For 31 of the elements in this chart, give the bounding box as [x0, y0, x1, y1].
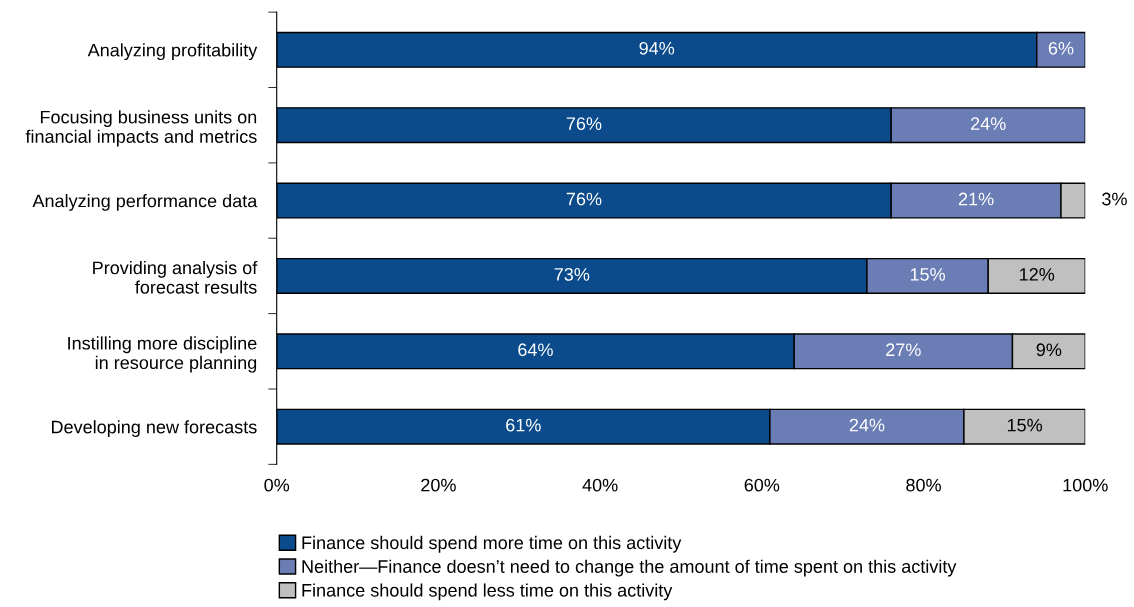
data-label: 76% [566, 117, 602, 131]
data-label: 76% [566, 192, 602, 206]
data-label: 3% [1102, 192, 1127, 206]
x-tick-label: 100% [1063, 478, 1108, 492]
y-tick-label: Providing analysis of forecast results [93, 260, 258, 294]
x-tick-label: 60% [744, 478, 780, 492]
data-label: 73% [554, 267, 590, 281]
data-label: 12% [1020, 267, 1055, 281]
data-label: 27% [886, 343, 921, 357]
data-label: 24% [971, 117, 1006, 130]
legend-label: Finance should spend less time on this activity [302, 583, 673, 601]
legend-label: Neither—Finance doesn’t need to change the amount of time spent on this activity [302, 559, 957, 577]
data-label: 64% [518, 343, 553, 357]
data-label: 9% [1036, 343, 1062, 357]
data-label: 24% [849, 418, 885, 432]
y-tick-label: Developing new forecasts [52, 420, 257, 437]
y-tick-label: Instilling more discipline in resource planning [68, 336, 257, 373]
x-tick-label: 0% [264, 478, 290, 492]
y-tick-label: Analyzing profitability [87, 43, 258, 61]
x-tick-label: 20% [421, 478, 456, 492]
y-tick-label: Focusing business units on financial impacts and metrics [25, 110, 257, 147]
data-label: 94% [639, 41, 675, 55]
y-tick-label: Analyzing performance data [32, 194, 258, 211]
x-tick-label: 40% [582, 478, 618, 492]
legend-label: Finance should spend more time on this activity [302, 535, 682, 553]
x-tick-label: 80% [906, 478, 941, 492]
data-label: 15% [1007, 418, 1043, 432]
data-label: 6% [1048, 41, 1074, 55]
data-label: 21% [958, 192, 994, 206]
data-label: 15% [910, 268, 945, 281]
data-label: 61% [506, 418, 541, 432]
